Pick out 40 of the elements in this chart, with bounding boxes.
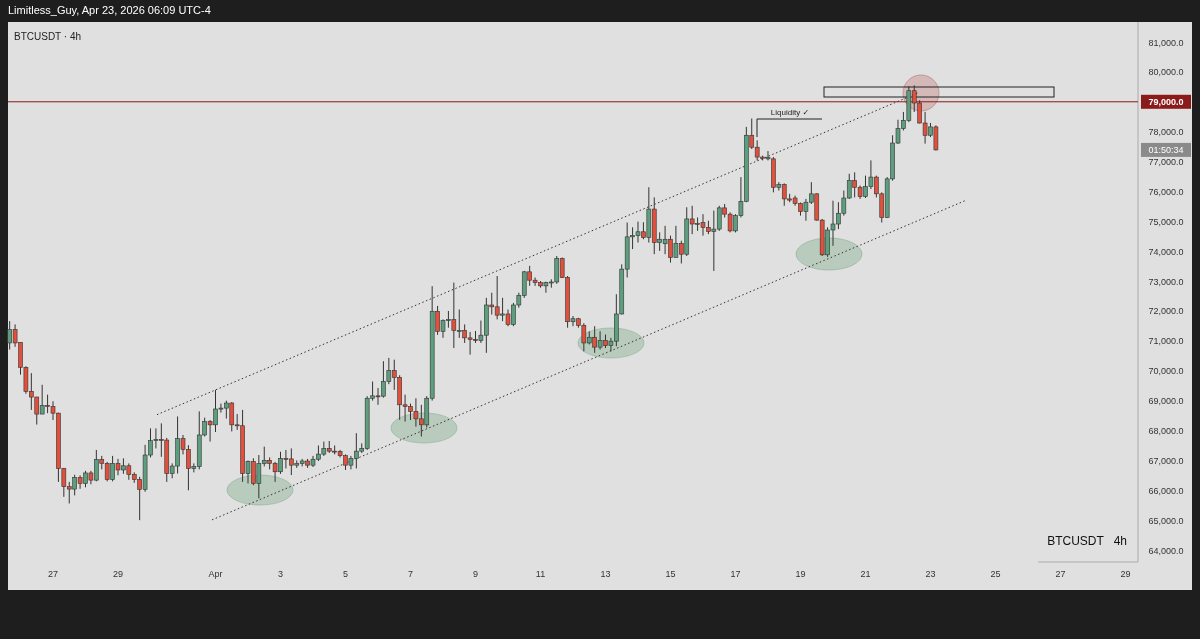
y-tick-label: 69,000.0: [1148, 396, 1184, 407]
y-tick-label: 70,000.0: [1148, 366, 1184, 377]
x-tick-label: 21: [860, 569, 871, 579]
y-tick-label: 68,000.0: [1148, 426, 1184, 437]
y-tick-label: 74,000.0: [1148, 246, 1184, 257]
x-tick-label: 17: [730, 569, 741, 579]
text: BTCUSDT · 4h: [14, 31, 82, 42]
x-tick-label: 13: [600, 569, 611, 579]
y-tick-label: 72,000.0: [1148, 306, 1184, 317]
x-tick-label: 27: [1055, 569, 1066, 579]
x-tick-label: 29: [112, 569, 124, 579]
chart-subtitle: Limitless_Guy, Apr 23, 2026 06:09 UTC-4: [8, 4, 211, 16]
x-tick-label: 11: [535, 569, 546, 579]
x-tick-label: 9: [472, 569, 479, 579]
x-tick-label: 25: [990, 569, 1001, 579]
text: 01:50:34: [1148, 145, 1184, 156]
y-tick-label: 81,000.0: [1148, 37, 1184, 48]
x-tick-label: 5: [342, 569, 349, 579]
y-tick-label: 80,000.0: [1148, 67, 1184, 78]
y-tick-label: 73,000.0: [1148, 276, 1184, 287]
x-tick-label: 3: [277, 569, 284, 579]
y-tick-label: 65,000.0: [1148, 515, 1184, 526]
ref-line-label: 79,000.0: [1148, 97, 1184, 108]
x-tick-label: 29: [1120, 569, 1131, 579]
y-tick-label: 76,000.0: [1148, 186, 1184, 197]
y-tick-label: 67,000.0: [1148, 455, 1184, 466]
x-tick-label: 27: [48, 569, 59, 579]
y-tick-label: 75,000.0: [1148, 216, 1184, 227]
annotation: BTCUSDT 4h: [1047, 534, 1127, 548]
y-tick-label: 77,000.0: [1148, 157, 1184, 168]
x-tick-label: 15: [665, 569, 676, 579]
y-tick-label: 64,000.0: [1148, 545, 1184, 556]
x-tick-label: 7: [407, 569, 414, 579]
y-tick-label: 71,000.0: [1148, 336, 1184, 347]
x-tick-label: Apr: [208, 569, 223, 579]
annotation: Liquidity ✓: [770, 108, 810, 117]
x-tick-label: 19: [795, 569, 806, 579]
x-tick-label: 23: [925, 569, 936, 579]
y-tick-label: 78,000.0: [1148, 127, 1184, 138]
y-tick-label: 66,000.0: [1148, 485, 1184, 496]
